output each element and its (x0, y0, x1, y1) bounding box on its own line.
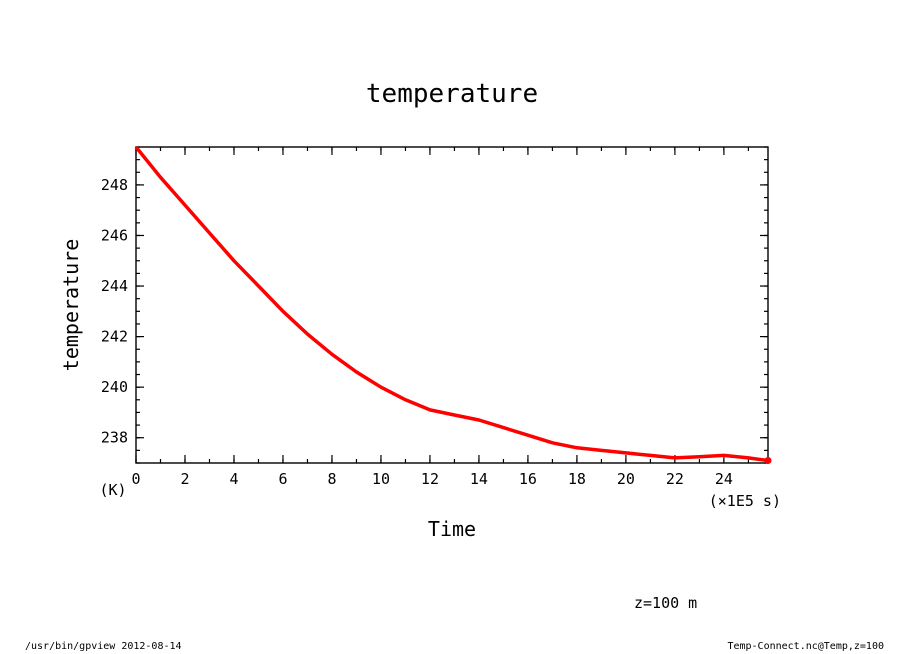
x-tick-label: 6 (278, 470, 287, 488)
y-tick-label: 240 (101, 378, 128, 396)
axis-ticks (135, 146, 768, 464)
y-tick-label: 242 (101, 328, 128, 346)
x-tick-label: 0 (131, 470, 140, 488)
x-tick-label: 10 (372, 470, 390, 488)
x-tick-label: 16 (519, 470, 537, 488)
x-axis-label: Time (428, 517, 476, 541)
x-tick-label: 2 (180, 470, 189, 488)
y-unit-label: (K) (99, 481, 126, 499)
y-axis-label: temperature (59, 239, 83, 371)
x-tick-label: 22 (666, 470, 684, 488)
footer-program-info: /usr/bin/gpview 2012-08-14 (25, 641, 182, 652)
x-tick-label: 14 (470, 470, 488, 488)
x-tick-label: 12 (421, 470, 439, 488)
x-tick-labels: 0 2 4 6 8 10 12 14 16 18 20 22 24 (131, 470, 732, 488)
x-tick-label: 4 (229, 470, 238, 488)
chart-title: temperature (366, 79, 538, 109)
plot-frame (135, 146, 769, 464)
x-tick-label: 20 (617, 470, 635, 488)
y-tick-label: 246 (101, 226, 128, 244)
temperature-series-line (134, 145, 769, 463)
y-tick-label: 238 (101, 429, 128, 447)
series-end-point (764, 456, 772, 464)
footer-source-info: Temp-Connect.nc@Temp,z=100 (727, 641, 884, 652)
x-tick-label: 8 (327, 470, 336, 488)
z-level-note: z=100 m (634, 594, 698, 612)
x-tick-label: 24 (715, 470, 733, 488)
x-unit-label: (×1E5 s) (709, 492, 781, 510)
y-tick-labels: 238 240 242 244 246 248 (101, 176, 128, 447)
x-tick-label: 18 (568, 470, 586, 488)
y-tick-label: 248 (101, 176, 128, 194)
y-tick-label: 244 (101, 277, 128, 295)
